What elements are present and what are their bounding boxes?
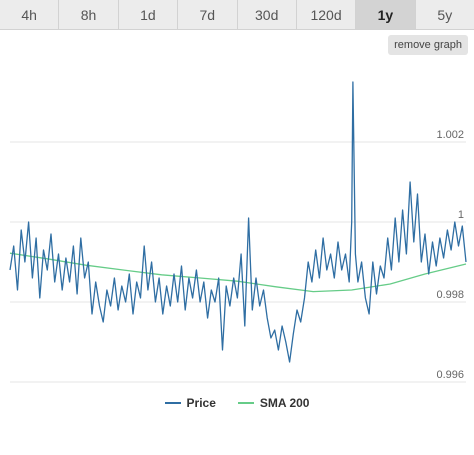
tab-1y[interactable]: 1y	[356, 0, 416, 29]
legend-label-sma: SMA 200	[259, 396, 310, 410]
y-tick-label: 1.002	[436, 129, 464, 141]
tab-120d[interactable]: 120d	[296, 0, 357, 29]
tab-30d[interactable]: 30d	[237, 0, 297, 29]
legend-label-price: Price	[186, 396, 216, 410]
remove-graph-button[interactable]: remove graph	[388, 35, 468, 55]
price-line	[9, 81, 467, 363]
chart-legend: Price SMA 200	[0, 392, 474, 414]
legend-swatch-sma	[237, 402, 254, 404]
y-tick-label: 0.996	[436, 369, 464, 381]
tab-8h[interactable]: 8h	[59, 0, 119, 29]
y-tick-label: 1	[458, 209, 464, 221]
range-tabs: 4h 8h 1d 7d 30d 120d 1y 5y	[0, 0, 474, 30]
tab-1d[interactable]: 1d	[118, 0, 179, 29]
sma-200-line	[9, 252, 467, 293]
tab-4h[interactable]: 4h	[0, 0, 60, 29]
legend-item-price[interactable]: Price	[164, 396, 216, 410]
tab-5y[interactable]: 5y	[415, 0, 474, 29]
legend-swatch-price	[164, 402, 181, 404]
legend-item-sma[interactable]: SMA 200	[237, 396, 310, 410]
y-tick-label: 0.998	[436, 289, 464, 301]
tab-7d[interactable]: 7d	[178, 0, 238, 29]
